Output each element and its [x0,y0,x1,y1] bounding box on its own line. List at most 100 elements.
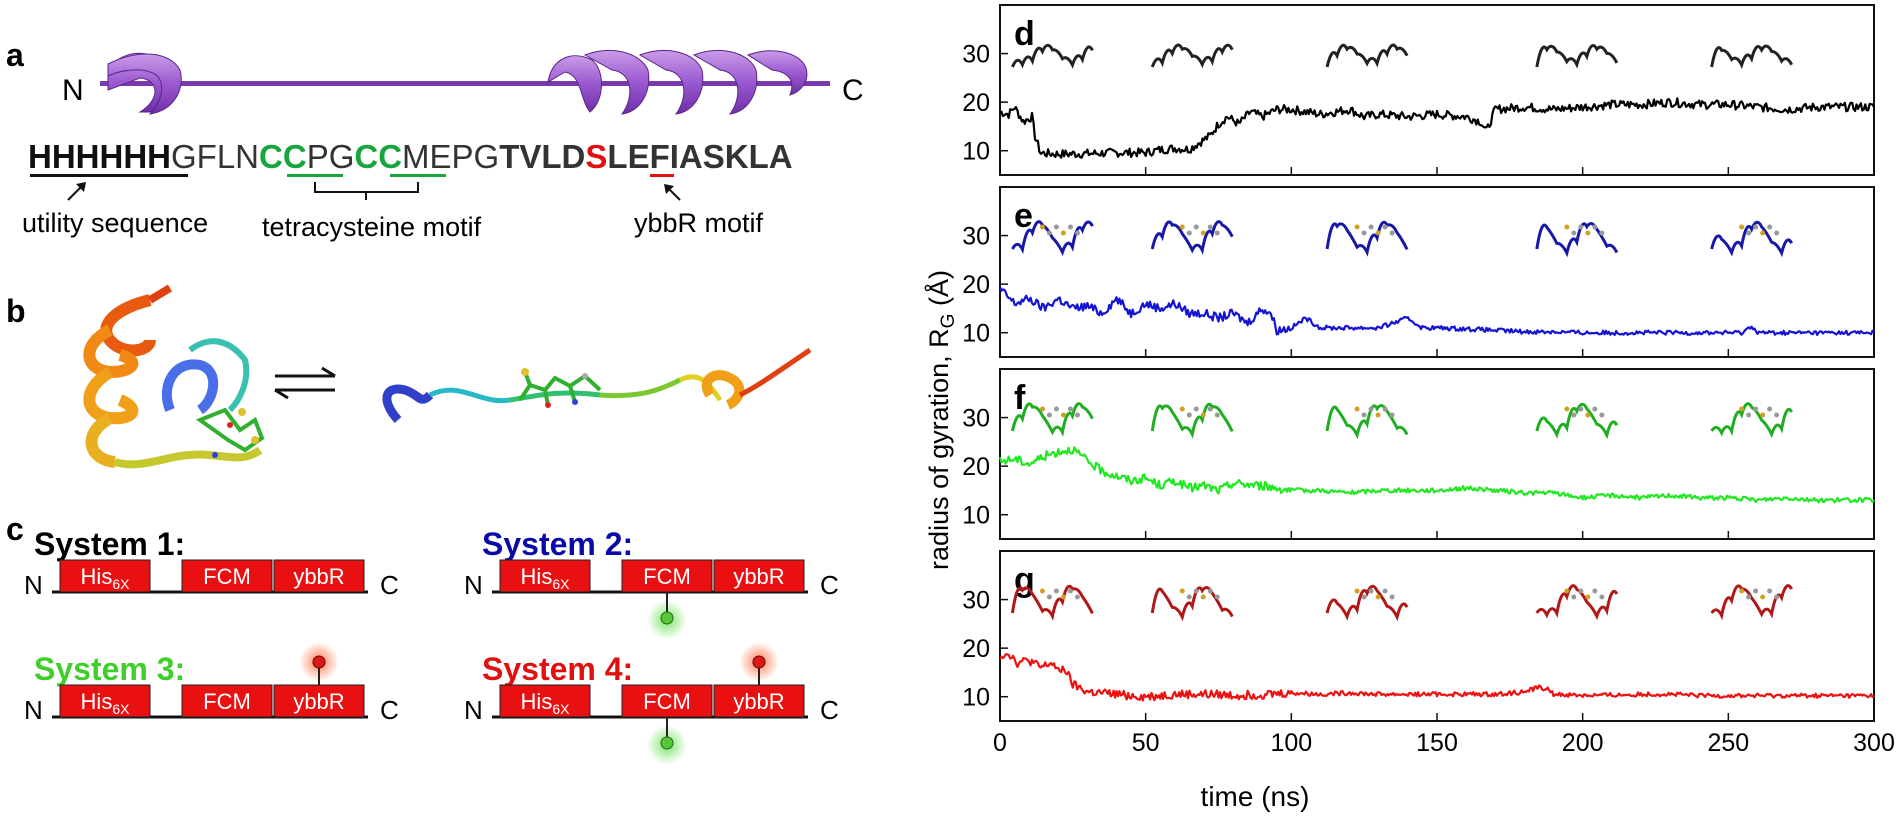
y-tick-label: 30 [962,41,990,69]
snapshot-structure [1010,402,1094,437]
tetracysteine-motif-label: tetracysteine motif [262,212,482,242]
domain-label-box2: FCM [203,564,251,589]
y-tick-label: 20 [962,271,990,299]
system-1: System 1: N C His6X FCM ybbR [24,526,399,600]
ybbr-arrow [664,184,681,201]
rg-trace-g [999,653,1875,702]
x-axis-label: time (ns) [1201,781,1310,812]
seq-tvld: TVLD [499,138,585,175]
snapshot-structure [1011,220,1094,257]
y-tick-label: 20 [962,453,990,481]
plot-frame [999,4,1875,176]
seq-s: S [585,138,607,175]
domain-label-box1: His6X [521,689,571,717]
c-label: C [820,570,839,600]
red-fluorophore-icon [752,655,766,669]
equilibrium-arrows [274,366,336,400]
y-tick-label: 10 [962,684,990,712]
panel-b-letter: b [6,293,26,329]
c-terminus-label: C [842,74,864,107]
system-title: System 3: [34,651,185,687]
snapshot-structure [1150,402,1234,439]
panel-c: c System 1: N C His6X FCM ybbR System 2: N C His6… [6,511,839,765]
y-axis-label: radius of gyration, RG (Å) [923,270,959,570]
domain-box-box1 [59,559,151,593]
system-3: System 3: N C His6X FCM ybbR [24,642,399,725]
x-tick-label: 50 [1132,729,1160,757]
s-underline [650,174,674,177]
chart-panel-e: e 10 20 30 [962,186,1875,358]
snapshot-structure [1710,584,1793,621]
n-label: N [464,570,483,600]
x-tick-label: 300 [1853,729,1895,757]
seq-mepg: MEPG [402,138,499,175]
domain-box-box1 [499,684,591,718]
utility-arrow [67,182,86,201]
n-label: N [464,695,483,725]
domain-box-box3 [713,684,805,718]
snapshot-structure [1325,404,1409,440]
panel-letter-d: d [1014,15,1035,53]
seq-tail: LEFIASKLA [607,138,792,175]
seq-cc2: CC [354,138,402,175]
x-tick-label: 250 [1707,729,1749,757]
domain-box-box3 [273,559,365,593]
domain-box-box1 [499,559,591,593]
snapshot-structure [1010,584,1094,621]
y-tick-label: 10 [962,320,990,348]
snapshot-structure [1325,220,1409,257]
domain-box-box2 [621,559,713,593]
snapshot-structure [1535,584,1619,621]
system-title: System 4: [482,651,633,687]
n-label: N [24,570,43,600]
panel-b: b [6,284,812,469]
rg-trace-e [998,286,1875,336]
domain-label-box1: His6X [81,689,131,717]
utility-sequence-label: utility sequence [22,208,208,238]
snapshot-structure [1011,43,1094,69]
rg-trace-d [999,97,1875,159]
c-label: C [380,570,399,600]
chart-panel-d: d 10 20 30 [962,4,1875,176]
y-tick-label: 30 [962,587,990,615]
snapshot-structure [1710,44,1793,70]
domain-label-box1: His6X [81,564,131,592]
system-title: System 2: [482,526,633,562]
snapshot-structure [1150,43,1234,69]
domain-label-box3: ybbR [293,689,344,714]
chart-panel-f: f 10 20 30 [962,368,1875,540]
system-4: System 4: N C His6X FCM ybbR [464,642,839,765]
y-tick-label: 30 [962,223,990,251]
x-tick-label: 200 [1562,729,1604,757]
y-tick-label: 10 [962,502,990,530]
c-label: C [820,695,839,725]
domain-label-box3: ybbR [293,564,344,589]
rg-trace-f [998,446,1875,504]
snapshot-structure [1710,220,1793,258]
snapshot-structure [1325,43,1409,68]
green-fluorophore-icon [660,736,674,750]
helix-right [547,49,808,115]
panel-letter-e: e [1014,197,1033,235]
domain-box-box3 [273,684,365,718]
peptide-sequence: HHHHHHGFLNCCPGCCMEPGTVLDSLEFIASKLA [28,138,793,175]
snapshot-structure [1325,584,1409,622]
domain-box-box3 [713,559,805,593]
panel-a-letter: a [6,37,24,73]
y-tick-label: 20 [962,635,990,663]
domain-box-box2 [181,684,273,718]
n-label: N [24,695,43,725]
snapshot-structure [1150,586,1234,622]
backbone-line [100,81,830,86]
snapshot-structure [1535,43,1619,69]
tetracysteine-bracket [314,182,419,200]
domain-label-box1: His6X [521,564,571,592]
seq-gfln: GFLN [171,138,259,175]
domain-box-box2 [181,559,273,593]
his-underline [30,174,188,177]
cc1-underline [287,174,343,177]
folded-peptide-structure [83,284,265,469]
cc2-underline [390,174,446,177]
